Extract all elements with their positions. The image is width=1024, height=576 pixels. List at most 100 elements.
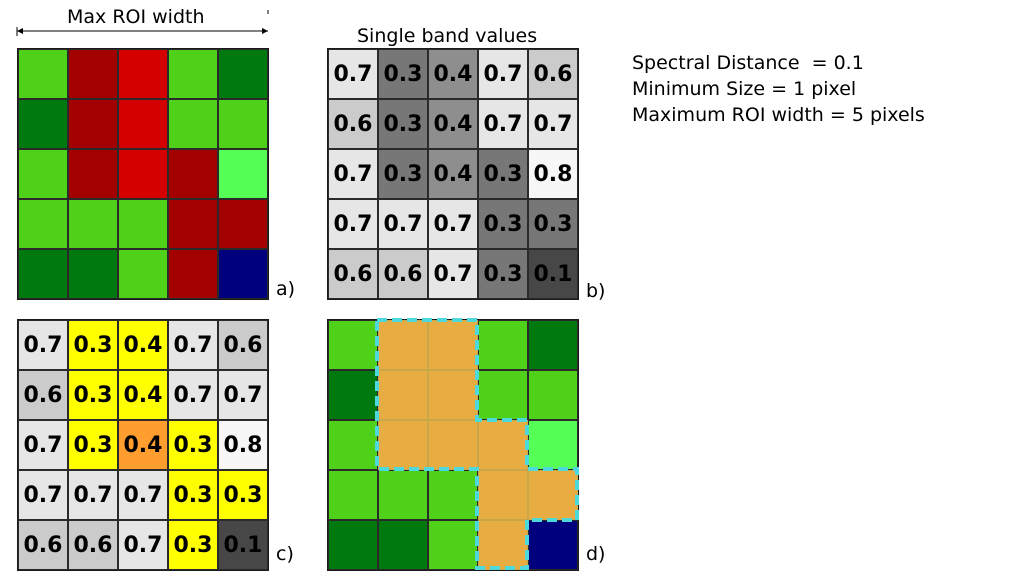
panel-b-cell: 0.8 [528, 149, 578, 199]
panel-a-cell [168, 249, 218, 299]
panel-d-cell [528, 520, 578, 570]
panel-d-cell [478, 520, 528, 570]
panel-a-cell [118, 199, 168, 249]
panel-c-cell: 0.3 [68, 420, 118, 470]
panel-d-cell [328, 320, 378, 370]
panel-b-cell: 0.3 [478, 249, 528, 299]
panel-c-cell: 0.3 [168, 420, 218, 470]
panel-c-cell: 0.7 [18, 320, 68, 370]
panel-a-cell [218, 99, 268, 149]
panel-a-cell [68, 149, 118, 199]
panel-a-cell [218, 249, 268, 299]
panel-d-cell [328, 470, 378, 520]
panel-b-cell: 0.4 [428, 149, 478, 199]
panel-a-cell [218, 149, 268, 199]
panel-d-cell [478, 320, 528, 370]
panel-b-cell: 0.6 [328, 249, 378, 299]
panel-a-cell [168, 49, 218, 99]
panel-b-cell: 0.4 [428, 49, 478, 99]
panel-b-cell: 0.7 [328, 199, 378, 249]
panel-d-cell [378, 520, 428, 570]
panel-c-cell: 0.4 [118, 420, 168, 470]
panel-d-cell [528, 420, 578, 470]
panel-d-cell [478, 420, 528, 470]
panel-a-cell [118, 149, 168, 199]
panel-b-cell: 0.7 [428, 199, 478, 249]
panel-d-cell [378, 320, 428, 370]
panel-c-cell: 0.3 [168, 470, 218, 520]
panel-c-cell: 0.3 [168, 520, 218, 570]
panel-a-cell [168, 99, 218, 149]
panel-d-cell [478, 370, 528, 420]
panel-a-cell [18, 249, 68, 299]
panel-d-cell [528, 370, 578, 420]
panel-a-cell [168, 149, 218, 199]
panel-a-grid [17, 48, 269, 300]
panel-a-cell [118, 49, 168, 99]
panel-a-cell [18, 149, 68, 199]
panel-b-cell: 0.3 [478, 149, 528, 199]
panel-c-cell: 0.7 [68, 470, 118, 520]
panel-a-cell [218, 49, 268, 99]
panel-b-cell: 0.7 [528, 99, 578, 149]
panel-a-cell [168, 199, 218, 249]
panel-a-cell [18, 99, 68, 149]
panel-c-cell: 0.7 [168, 320, 218, 370]
panel-c-cell: 0.1 [218, 520, 268, 570]
panel-a-cell [18, 199, 68, 249]
panel-b-cell: 0.7 [428, 249, 478, 299]
panel-b-cell: 0.7 [378, 199, 428, 249]
panel-c-cell: 0.7 [18, 470, 68, 520]
panel-d-grid [327, 319, 579, 571]
panel-a-cell [68, 199, 118, 249]
panel-d-cell [428, 470, 478, 520]
panel-a-cell [18, 49, 68, 99]
parameters-text: Spectral Distance = 0.1 Minimum Size = 1… [632, 50, 925, 128]
panel-c-cell: 0.3 [68, 370, 118, 420]
panel-a-cell [68, 99, 118, 149]
panel-d-cell [528, 470, 578, 520]
panel-c-grid: 0.7 0.3 0.4 0.7 0.6 0.6 0.3 0.4 0.7 0.7 0.7 0.3 0.4 0… [17, 319, 269, 571]
panel-b-cell: 0.6 [328, 99, 378, 149]
panel-c-cell: 0.6 [18, 520, 68, 570]
param-spectral-distance: Spectral Distance = 0.1 [632, 52, 864, 74]
panel-d-cell [378, 470, 428, 520]
panel-c-cell: 0.8 [218, 420, 268, 470]
panel-a-cell [68, 249, 118, 299]
panel-b-cell: 0.3 [478, 199, 528, 249]
panel-d-cell [428, 420, 478, 470]
panel-c-cell: 0.3 [68, 320, 118, 370]
panel-a-label: a) [276, 278, 296, 300]
panel-b-cell: 0.7 [328, 49, 378, 99]
panel-c-label: c) [276, 543, 294, 565]
panel-b-cell: 0.6 [528, 49, 578, 99]
panel-b-cell: 0.4 [428, 99, 478, 149]
panel-c-cell: 0.4 [118, 320, 168, 370]
panel-b-label: b) [586, 280, 606, 302]
panel-c-cell: 0.7 [118, 470, 168, 520]
panel-b-grid: 0.7 0.3 0.4 0.7 0.6 0.6 0.3 0.4 0.7 0.7 0.7 0.3 0.4 0… [327, 48, 579, 300]
panel-b-cell: 0.3 [528, 199, 578, 249]
panel-c-cell: 0.3 [218, 470, 268, 520]
panel-c-cell: 0.6 [18, 370, 68, 420]
param-max-roi-width: Maximum ROI width = 5 pixels [632, 104, 925, 126]
panel-c-cell: 0.6 [218, 320, 268, 370]
panel-b-cell: 0.3 [378, 149, 428, 199]
panel-d-cell [378, 420, 428, 470]
panel-d-cell [378, 370, 428, 420]
max-roi-width-label: Max ROI width [67, 6, 205, 28]
panel-a-cell [118, 99, 168, 149]
panel-b-cell: 0.3 [378, 99, 428, 149]
panel-a-cell [118, 249, 168, 299]
panel-b-cell: 0.3 [378, 49, 428, 99]
panel-b-cell: 0.1 [528, 249, 578, 299]
panel-d-cell [328, 420, 378, 470]
panel-d-cell [428, 520, 478, 570]
panel-c-cell: 0.4 [118, 370, 168, 420]
panel-b-cell: 0.6 [378, 249, 428, 299]
panel-c-cell: 0.7 [118, 520, 168, 570]
panel-d-cell [428, 370, 478, 420]
panel-c-cell: 0.7 [168, 370, 218, 420]
panel-b-cell: 0.7 [478, 49, 528, 99]
